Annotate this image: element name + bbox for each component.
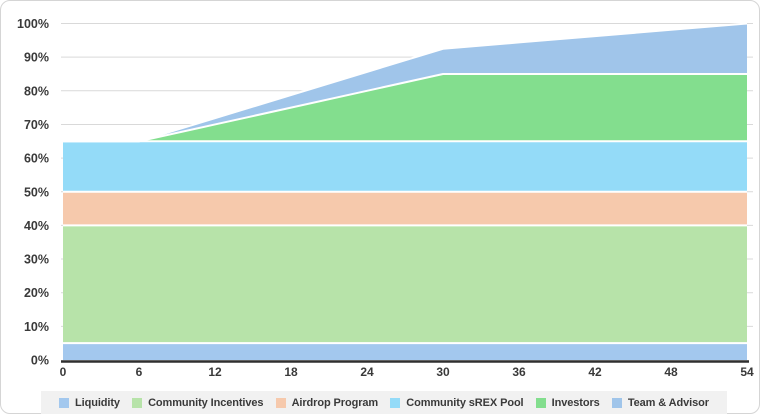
y-tick-label-60pct: 60% bbox=[24, 152, 49, 166]
y-tick-label-20pct: 20% bbox=[24, 286, 49, 300]
y-tick-label-0pct: 0% bbox=[31, 354, 49, 368]
y-tick-label-100pct: 100% bbox=[17, 17, 49, 31]
area-community-incentives bbox=[63, 225, 747, 344]
area-community-srex-pool bbox=[63, 141, 747, 192]
x-tick-label-30: 30 bbox=[436, 365, 450, 379]
x-tick-label-48: 48 bbox=[664, 365, 678, 379]
x-tick-label-0: 0 bbox=[60, 365, 67, 379]
legend-swatch-community-srex-pool bbox=[390, 397, 401, 408]
y-tick-label-30pct: 30% bbox=[24, 253, 49, 267]
legend-swatch-liquidity bbox=[59, 397, 69, 408]
area-investors bbox=[63, 73, 747, 142]
legend-label-community-incentives: Community Incentives bbox=[148, 396, 264, 409]
area-liquidity bbox=[63, 343, 747, 360]
legend-label-airdrop-program: Airdrop Program bbox=[291, 396, 379, 409]
legend-swatch-team-advisor bbox=[611, 397, 622, 408]
legend-label-investors: Investors bbox=[551, 396, 600, 409]
legend-label-liquidity: Liquidity bbox=[75, 396, 120, 409]
y-tick-label-50pct: 50% bbox=[24, 185, 49, 199]
legend-item-airdrop-program: Airdrop Program bbox=[275, 396, 379, 409]
legend-item-liquidity: Liquidity bbox=[59, 397, 120, 409]
legend-item-team-advisor: Team & Advisor bbox=[611, 396, 709, 409]
area-border-investors bbox=[63, 72, 747, 143]
x-tick-label-6: 6 bbox=[136, 365, 143, 379]
y-tick-label-90pct: 90% bbox=[24, 51, 49, 65]
y-tick-label-10pct: 10% bbox=[24, 320, 49, 334]
legend-label-community-srex-pool: Community sREX Pool bbox=[406, 396, 524, 409]
x-tick-label-18: 18 bbox=[284, 365, 298, 379]
y-tick-label-80pct: 80% bbox=[24, 84, 49, 98]
x-tick-label-54: 54 bbox=[740, 365, 754, 379]
x-tick-label-36: 36 bbox=[512, 365, 526, 379]
y-tick-label-70pct: 70% bbox=[24, 118, 49, 132]
x-tick-label-42: 42 bbox=[588, 365, 602, 379]
x-tick-label-24: 24 bbox=[360, 365, 374, 379]
legend-swatch-community-incentives bbox=[132, 397, 143, 408]
y-tick-label-40pct: 40% bbox=[24, 219, 49, 233]
legend-item-community-incentives: Community Incentives bbox=[132, 396, 264, 409]
legend-swatch-investors bbox=[535, 397, 546, 408]
area-airdrop-program bbox=[63, 191, 747, 226]
legend-label-team-advisor: Team & Advisor bbox=[627, 396, 709, 409]
chart-legend: Liquidity Community Incentives Airdrop Pro… bbox=[41, 391, 727, 414]
legend-swatch-airdrop-program bbox=[275, 397, 286, 408]
legend-item-investors: Investors bbox=[535, 396, 600, 409]
x-tick-label-12: 12 bbox=[208, 365, 222, 379]
area-border-team-advisor bbox=[63, 22, 748, 143]
legend-item-community-srex-pool: Community sREX Pool bbox=[390, 396, 524, 409]
